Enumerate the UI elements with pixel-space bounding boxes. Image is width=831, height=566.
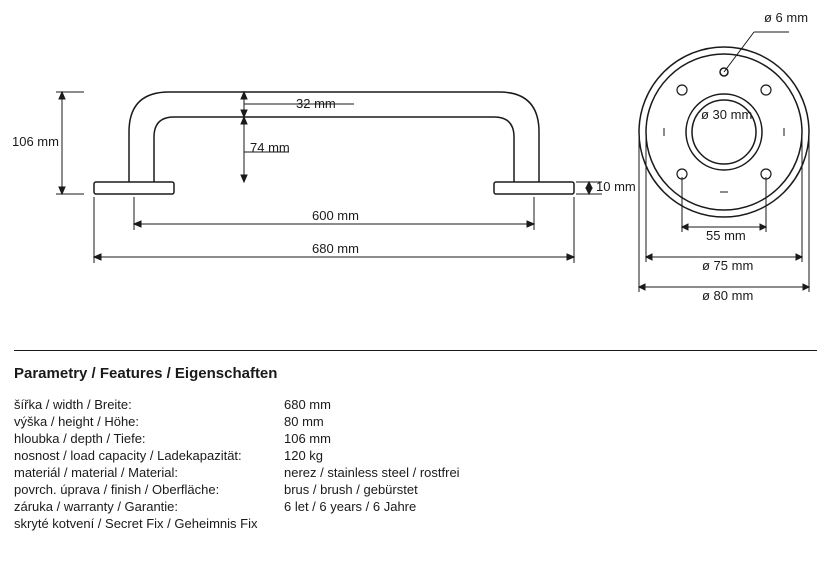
feature-row: výška / height / Höhe:80 mm	[14, 413, 460, 430]
features-heading: Parametry / Features / Eigenschaften	[14, 365, 817, 382]
dim-flange-inner: ø 75 mm	[702, 258, 753, 273]
feature-value: brus / brush / gebürstet	[284, 481, 460, 498]
separator-line	[14, 350, 817, 351]
feature-label: nosnost / load capacity / Ladekapazität:	[14, 447, 284, 464]
feature-row: hloubka / depth / Tiefe:106 mm	[14, 430, 460, 447]
feature-value: 680 mm	[284, 396, 460, 413]
feature-label: záruka / warranty / Garantie:	[14, 498, 284, 515]
feature-value: nerez / stainless steel / rostfrei	[284, 464, 460, 481]
feature-row: materiál / material / Material:nerez / s…	[14, 464, 460, 481]
front-view-svg	[614, 12, 831, 332]
feature-value	[284, 515, 460, 532]
dim-center-dist: 600 mm	[312, 208, 359, 223]
technical-drawing: 106 mm 32 mm 74 mm 10 mm 600 mm 680 mm	[14, 12, 817, 332]
feature-label: šířka / width / Breite:	[14, 396, 284, 413]
dim-flange-outer: ø 80 mm	[702, 288, 753, 303]
feature-row: povrch. úprava / finish / Oberfläche:bru…	[14, 481, 460, 498]
feature-row: skryté kotvení / Secret Fix / Geheimnis …	[14, 515, 460, 532]
feature-value: 6 let / 6 years / 6 Jahre	[284, 498, 460, 515]
dim-height-total: 106 mm	[12, 134, 59, 149]
feature-label: skryté kotvení / Secret Fix / Geheimnis …	[14, 515, 284, 532]
dim-overall-w: 680 mm	[312, 241, 359, 256]
feature-label: hloubka / depth / Tiefe:	[14, 430, 284, 447]
dim-inner-height: 74 mm	[250, 140, 290, 155]
feature-label: výška / height / Höhe:	[14, 413, 284, 430]
dim-tube-dia: 32 mm	[296, 96, 336, 111]
feature-row: záruka / warranty / Garantie:6 let / 6 y…	[14, 498, 460, 515]
dim-tube-dia2: ø 30 mm	[701, 107, 752, 122]
features-table: šířka / width / Breite:680 mmvýška / hei…	[14, 396, 460, 532]
feature-row: nosnost / load capacity / Ladekapazität:…	[14, 447, 460, 464]
feature-label: materiál / material / Material:	[14, 464, 284, 481]
feature-value: 106 mm	[284, 430, 460, 447]
feature-value: 80 mm	[284, 413, 460, 430]
feature-label: povrch. úprava / finish / Oberfläche:	[14, 481, 284, 498]
dim-hole-dia: ø 6 mm	[764, 10, 808, 25]
feature-row: šířka / width / Breite:680 mm	[14, 396, 460, 413]
dim-bolt-circle: 55 mm	[706, 228, 746, 243]
feature-value: 120 kg	[284, 447, 460, 464]
